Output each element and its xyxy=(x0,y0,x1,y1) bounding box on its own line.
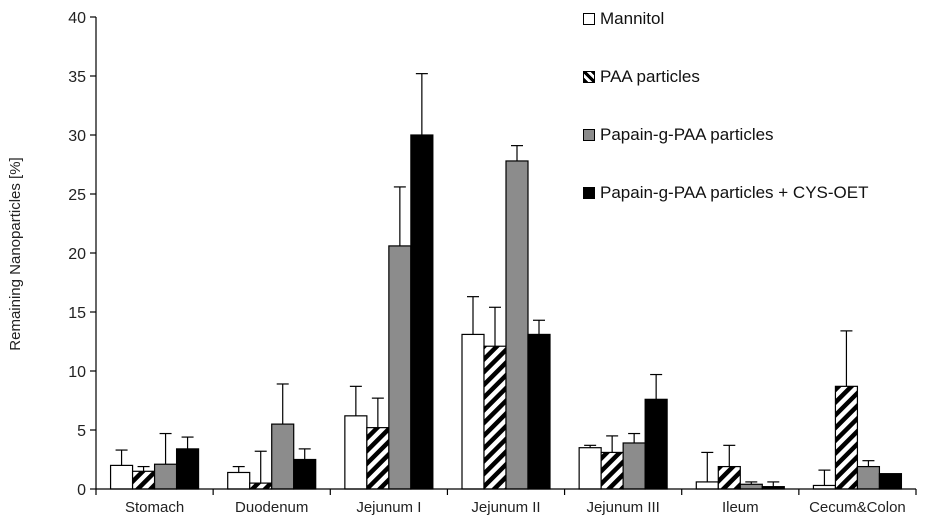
y-tick-label: 25 xyxy=(68,187,86,204)
x-tick-label-jejunum-ii: Jejunum II xyxy=(471,499,540,516)
bar-mannitol-jejunum-ii xyxy=(461,333,485,490)
bar-papain-g-paa-particles-ileum xyxy=(739,483,763,490)
bar-papain-g-paa-particles-cecum-colon xyxy=(856,465,881,490)
bar-papain-g-paa-particles-jejunum-ii xyxy=(505,160,529,490)
bar-papain-g-paa-particles-duodenum xyxy=(271,423,295,490)
bar-papain-g-paa-particles-cys-oet-jejunum-iii xyxy=(644,398,668,490)
y-tick-label: 0 xyxy=(77,482,86,499)
bar-papain-g-paa-particles-jejunum-iii xyxy=(622,442,646,490)
bar-papain-g-paa-particles-cys-oet-duodenum xyxy=(293,458,317,490)
legend-label-papain-g-paa-cys-oet: Papain-g-PAA particles + CYS-OET xyxy=(600,183,869,202)
y-tick-label: 35 xyxy=(68,69,86,86)
y-tick-label: 5 xyxy=(77,423,86,440)
bar-papain-g-paa-particles-cys-oet-jejunum-ii xyxy=(527,333,551,490)
y-tick-label: 15 xyxy=(68,305,86,322)
bar-mannitol-ileum xyxy=(695,481,719,490)
bar-mannitol-duodenum xyxy=(227,471,251,490)
legend-label-paa-particles: PAA particles xyxy=(600,67,700,86)
bar-paa-particles-cecum-colon xyxy=(834,385,859,490)
bar-mannitol-jejunum-i xyxy=(344,415,368,490)
x-tick-label-duodenum: Duodenum xyxy=(235,499,308,516)
y-axis-label: Remaining Nanoparticles [%] xyxy=(7,157,24,350)
x-tick-label-jejunum-i: Jejunum I xyxy=(356,499,421,516)
error-bars-layer xyxy=(115,73,875,487)
bar-paa-particles-jejunum-ii xyxy=(483,345,507,490)
legend-swatch-mannitol xyxy=(583,13,595,25)
bar-papain-g-paa-particles-cys-oet-cecum-colon xyxy=(878,473,903,490)
bar-mannitol-jejunum-iii xyxy=(578,447,602,490)
x-tick-label-ileum: Ileum xyxy=(722,499,759,516)
axes-layer: 0 5 10 15 20 25 30 35 40 Stomach Duodenum Jejunum I… xyxy=(68,10,917,516)
legend-item-mannitol: Mannitol xyxy=(583,8,923,30)
x-tick-label-cecum-colon: Cecum&Colon xyxy=(809,499,906,516)
bar-paa-particles-ileum xyxy=(717,465,741,490)
bar-mannitol-stomach xyxy=(109,464,134,490)
y-tick-label: 40 xyxy=(68,10,86,27)
legend-item-paa-particles: PAA particles xyxy=(583,66,923,88)
legend-swatch-paa-particles xyxy=(583,71,595,83)
legend-label-mannitol: Mannitol xyxy=(600,9,665,28)
bars-layer xyxy=(109,134,903,490)
x-tick-label-jejunum-iii: Jejunum III xyxy=(586,499,659,516)
bar-paa-particles-stomach xyxy=(131,470,156,490)
x-tick-label-stomach: Stomach xyxy=(125,499,184,516)
y-tick-label: 30 xyxy=(68,128,86,145)
y-tick-label: 10 xyxy=(68,364,86,381)
legend-swatch-papain-g-paa-cys-oet xyxy=(583,187,595,199)
bar-papain-g-paa-particles-cys-oet-jejunum-i xyxy=(410,134,434,490)
legend-item-papain-g-paa-cys-oet: Papain-g-PAA particles + CYS-OET xyxy=(583,182,923,204)
y-tick-label: 20 xyxy=(68,246,86,263)
bar-paa-particles-jejunum-i xyxy=(366,427,390,490)
legend-swatch-papain-g-paa xyxy=(583,129,595,141)
legend-item-papain-g-paa: Papain-g-PAA particles xyxy=(583,124,923,146)
legend-label-papain-g-paa: Papain-g-PAA particles xyxy=(600,125,774,144)
bar-papain-g-paa-particles-stomach xyxy=(153,463,178,490)
bar-papain-g-paa-particles-cys-oet-stomach xyxy=(175,448,200,490)
legend: Mannitol PAA particles Papain-g-PAA part… xyxy=(583,8,923,240)
bar-papain-g-paa-particles-jejunum-i xyxy=(388,245,412,490)
bar-paa-particles-jejunum-iii xyxy=(600,451,624,490)
bar-paa-particles-duodenum xyxy=(249,482,273,490)
